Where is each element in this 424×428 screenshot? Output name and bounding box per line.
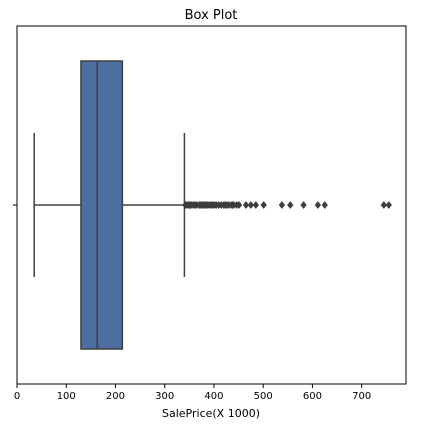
outlier-point (242, 200, 250, 210)
outlier-point (321, 200, 328, 210)
x-axis-label: SalePrice(X 1000) (162, 407, 260, 420)
x-tick-label: 0 (14, 391, 20, 402)
outlier-point (247, 200, 255, 210)
x-tick-label: 700 (352, 391, 371, 402)
box-series (33, 60, 392, 350)
x-tick-label: 200 (106, 391, 125, 402)
interquartile-box (80, 60, 124, 350)
outlier-point (278, 200, 286, 210)
outlier-point (235, 200, 243, 210)
x-tick-label: 300 (155, 391, 174, 402)
x-tick-label: 600 (303, 391, 322, 402)
outlier-point (385, 200, 392, 210)
x-axis: 0 100 200 300 400 500 600 700 (14, 384, 371, 402)
x-tick-label: 400 (204, 391, 223, 402)
x-tick-label: 500 (254, 391, 273, 402)
outlier-point (252, 200, 260, 210)
outlier-point (300, 200, 307, 210)
x-tick-label: 100 (57, 391, 76, 402)
outlier-point (287, 200, 294, 210)
chart-title: Box Plot (185, 8, 238, 23)
outlier-point (314, 200, 322, 210)
outlier-point (260, 200, 267, 210)
outlier-point (380, 200, 388, 210)
